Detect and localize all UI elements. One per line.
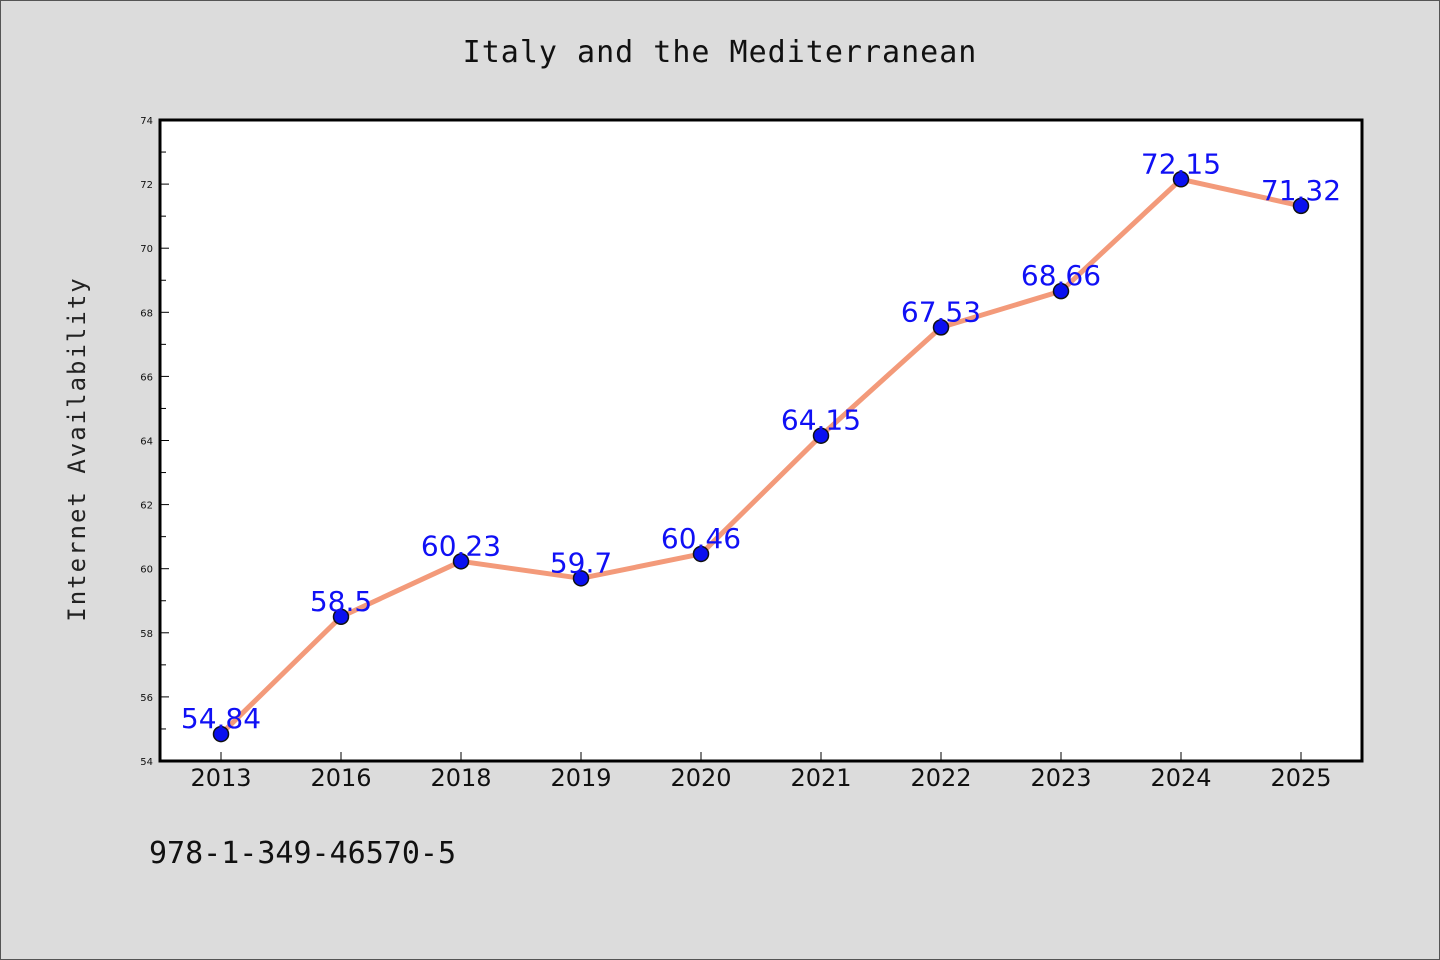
isbn-footnote: 978-1-349-46570-5 [149, 836, 457, 871]
x-tick-label: 2020 [670, 764, 731, 792]
data-label: 60.46 [661, 522, 741, 555]
data-label: 67.53 [901, 295, 981, 328]
plot-area [158, 118, 1364, 763]
x-tick-label: 2022 [910, 764, 971, 792]
x-tick-label: 2019 [550, 764, 611, 792]
y-tick-label: 54 [140, 757, 153, 768]
y-tick-label: 56 [140, 693, 153, 704]
data-point [692, 545, 710, 563]
y-tick-label: 66 [140, 372, 153, 383]
x-tick-label: 2024 [1150, 764, 1211, 792]
data-label: 68.66 [1021, 259, 1101, 292]
x-tick-label: 2021 [790, 764, 851, 792]
data-label: 72.15 [1141, 147, 1221, 180]
data-point [1172, 171, 1190, 188]
data-label: 58.5 [310, 585, 372, 618]
series-line [218, 176, 1304, 737]
data-label: 54.84 [181, 702, 261, 735]
y-tick-label: 62 [140, 501, 153, 512]
data-point [332, 608, 350, 626]
y-tick-label: 58 [140, 629, 153, 640]
y-tick-label: 72 [140, 180, 153, 191]
y-tick-label: 68 [140, 308, 153, 319]
x-tick-label: 2018 [430, 764, 491, 792]
y-axis: 54 56 58 60 62 64 66 68 70 72 74 [140, 116, 169, 768]
y-tick-label: 60 [140, 565, 153, 576]
data-point [932, 319, 950, 336]
x-tick-label: 2023 [1030, 764, 1091, 792]
x-axis: 2013 2016 2018 2019 2020 2021 2022 2023 2024 2025 [190, 752, 1332, 792]
data-point [1052, 282, 1070, 300]
y-tick-label: 74 [140, 116, 153, 127]
x-tick-label: 2025 [1270, 764, 1331, 792]
chart-title: Italy and the Mediterranean [462, 35, 978, 70]
data-label: 60.23 [421, 529, 501, 562]
data-point [212, 725, 230, 743]
x-tick-label: 2013 [190, 764, 251, 792]
data-label: 59.7 [550, 546, 612, 579]
data-point [572, 570, 590, 587]
data-point [452, 553, 470, 570]
x-tick-label: 2016 [310, 764, 371, 792]
y-tick-label: 70 [140, 244, 153, 255]
data-label: 64.15 [781, 404, 861, 437]
data-point [1292, 197, 1310, 215]
data-labels: 54.84 58.5 60.23 59.7 60.46 64.15 67.53 68.66 72… [181, 147, 1341, 735]
data-points [212, 171, 1310, 743]
y-tick-label: 64 [140, 437, 153, 448]
data-label: 71.32 [1261, 174, 1341, 207]
data-point [812, 427, 830, 444]
